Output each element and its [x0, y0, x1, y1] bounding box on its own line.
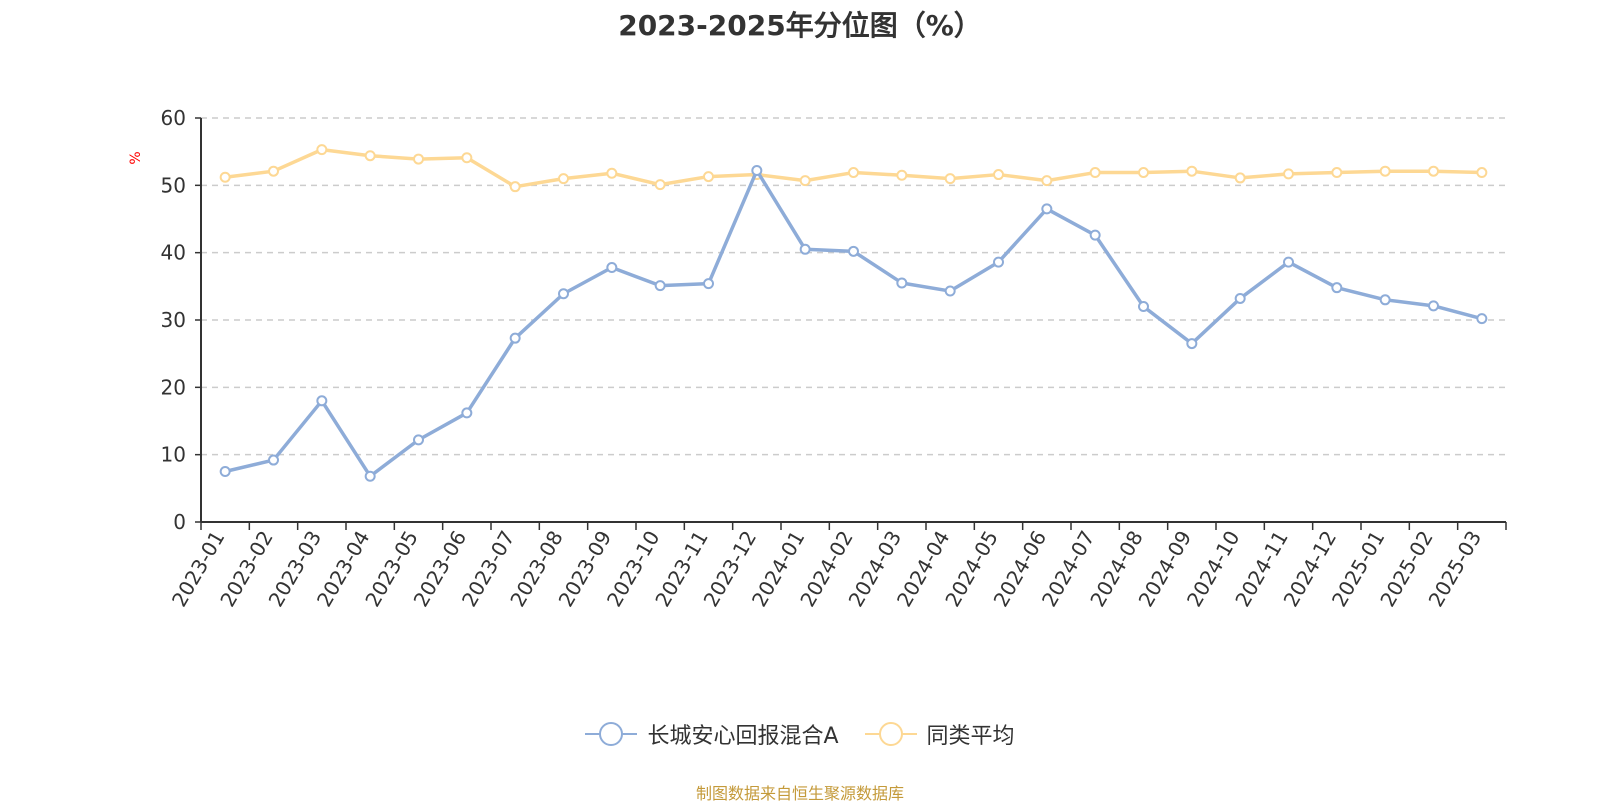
y-tick-label: 60	[161, 106, 186, 130]
series-1-point	[1379, 294, 1391, 306]
series-2-point	[1186, 165, 1198, 177]
series-2-point	[461, 152, 473, 164]
series-2-point	[944, 173, 956, 185]
series-2-point	[1138, 167, 1149, 179]
y-tick-label: 10	[161, 443, 186, 467]
y-tick-label: 30	[161, 308, 186, 332]
chart-legend: 长城安心回报混合A 同类平均	[0, 718, 1600, 750]
series-1-point	[413, 434, 424, 446]
series-1-point	[558, 288, 569, 300]
series-1-point	[1234, 292, 1246, 304]
series-line-1	[223, 168, 1484, 478]
chart-title: 2023-2025年分位图（%）	[618, 9, 982, 42]
series-1-point	[799, 243, 811, 255]
series-1-point	[364, 470, 376, 482]
y-tick-label: 20	[161, 375, 186, 399]
series-1-point	[848, 245, 859, 257]
legend-item-series-1[interactable]: 长城安心回报混合A	[585, 718, 839, 750]
series-2-point	[1089, 167, 1101, 179]
series-2-point	[1234, 172, 1246, 184]
y-tick-label: 40	[161, 241, 186, 265]
series-2-point	[558, 173, 569, 185]
series-1-point	[654, 280, 666, 292]
legend-swatch-series-1	[585, 722, 638, 746]
y-tick-label: 50	[161, 173, 186, 197]
series-1-point	[1428, 300, 1439, 312]
series-1-point	[1041, 203, 1053, 215]
series-2-point	[703, 171, 714, 183]
series-1-point	[1283, 256, 1294, 268]
series-2-point	[654, 179, 666, 191]
series-1-point	[1331, 282, 1343, 294]
series-1-point	[1186, 338, 1198, 350]
series-2-point	[268, 165, 279, 177]
series-2-point	[993, 169, 1004, 181]
series-1-point	[896, 277, 908, 289]
axis-layer: 01020304050602023-012023-022023-032023-0…	[161, 106, 1507, 611]
series-1-point	[316, 395, 328, 407]
series-2-point	[848, 167, 859, 179]
series-2-point	[1379, 165, 1391, 177]
series-1-point	[751, 165, 763, 177]
series-1-point	[703, 278, 714, 290]
series-1-point	[461, 407, 473, 419]
series-2-point	[1476, 167, 1488, 179]
series-1-point	[1476, 313, 1488, 325]
series-1-point	[509, 332, 521, 344]
series-1-point	[219, 466, 231, 477]
series-2-point	[219, 171, 231, 183]
series-2-point	[1283, 168, 1294, 180]
legend-label-series-2: 同类平均	[926, 724, 1015, 749]
series-2-point	[1041, 175, 1053, 187]
series-2-point	[509, 181, 521, 193]
y-tick-label: 0	[173, 510, 186, 534]
series-1-point	[993, 256, 1004, 268]
line-chart: 01020304050602023-012023-022023-032023-0…	[128, 106, 1507, 611]
series-2-point	[413, 153, 424, 165]
legend-label-series-1: 长城安心回报混合A	[647, 724, 839, 749]
series-1-point	[606, 261, 618, 273]
series-2-point	[896, 169, 908, 181]
series-2-point	[606, 167, 618, 179]
series-2-point	[364, 150, 376, 162]
series-2-point	[799, 175, 811, 187]
series-1-point	[1138, 301, 1149, 313]
series-1-point	[268, 454, 279, 466]
legend-swatch-series-2	[864, 722, 917, 746]
series-2-point	[316, 144, 328, 156]
series-layer	[219, 144, 1488, 482]
data-source-note: 制图数据来自恒生聚源数据库	[695, 784, 904, 803]
series-2-point	[1428, 165, 1439, 177]
y-axis-unit-label: %	[128, 151, 144, 164]
legend-item-series-2[interactable]: 同类平均	[864, 718, 1015, 750]
series-1-point	[944, 285, 956, 297]
series-2-point	[1331, 167, 1343, 179]
series-1-point	[1089, 229, 1101, 241]
